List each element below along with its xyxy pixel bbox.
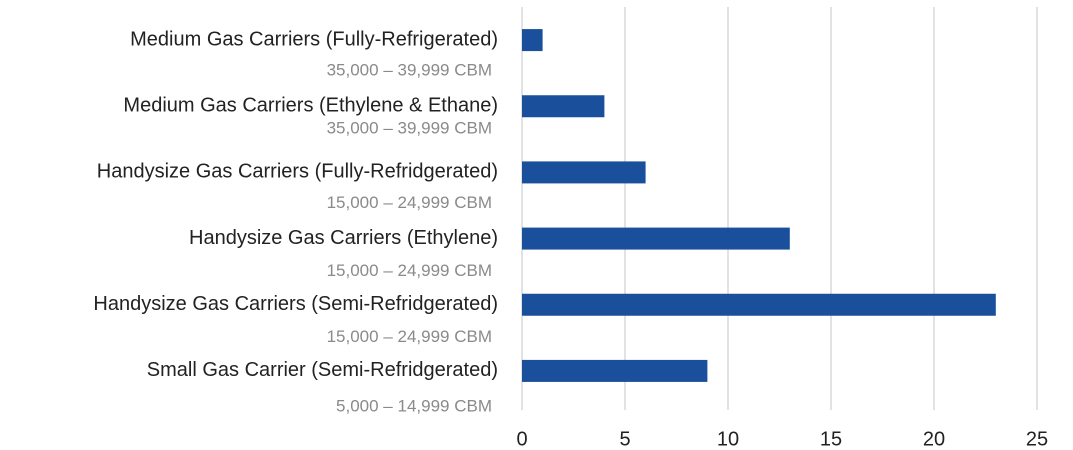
bar (522, 359, 708, 382)
category-label: Handysize Gas Carriers (Semi-Refridgerat… (93, 293, 498, 315)
category-note: 5,000 – 14,999 CBM (336, 396, 492, 415)
x-tick-label: 5 (619, 428, 630, 450)
category-note: 15,000 – 24,999 CBM (327, 193, 492, 212)
bar (522, 161, 646, 184)
x-tick-label: 0 (516, 428, 527, 450)
x-tick-label: 15 (820, 428, 842, 450)
category-label: Small Gas Carrier (Semi-Refridgerated) (147, 359, 498, 381)
category-note: 15,000 – 24,999 CBM (327, 261, 492, 280)
x-tick-label: 20 (923, 428, 945, 450)
bar (522, 227, 790, 250)
bar (522, 29, 543, 52)
category-label: Medium Gas Carriers (Ethylene & Ethane) (123, 95, 498, 117)
category-label: Handysize Gas Carriers (Ethylene) (189, 227, 498, 249)
x-tick-label: 25 (1026, 428, 1048, 450)
category-note: 35,000 – 39,999 CBM (327, 61, 492, 80)
bar (522, 293, 996, 316)
category-label: Handysize Gas Carriers (Fully-Refridgera… (97, 161, 498, 183)
x-tick-label: 10 (717, 428, 739, 450)
bar (522, 95, 605, 118)
category-note: 15,000 – 24,999 CBM (327, 327, 492, 346)
category-label: Medium Gas Carriers (Fully-Refrigerated) (130, 28, 498, 50)
category-note: 35,000 – 39,999 CBM (327, 119, 492, 138)
